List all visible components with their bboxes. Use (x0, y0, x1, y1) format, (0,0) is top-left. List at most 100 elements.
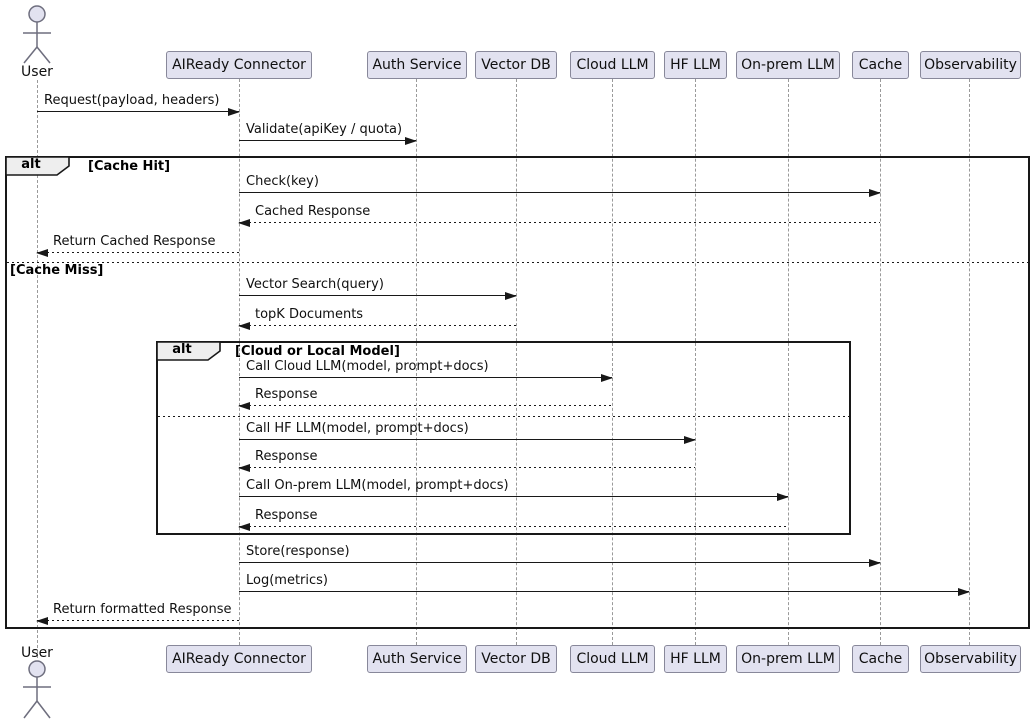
message-label: Vector Search(query) (246, 277, 384, 292)
message-label: topK Documents (255, 307, 364, 322)
user-actor-icon (23, 5, 51, 64)
arrowhead-icon (869, 189, 881, 197)
frame-operator: alt (21, 157, 41, 172)
message-vector-search: Vector Search(query) (239, 277, 517, 300)
message-cached-response: Cached Response (238, 204, 880, 227)
user-actor-label-top: User (21, 64, 53, 80)
lifeline-aiready-connector (239, 79, 240, 645)
arrowhead-icon (228, 108, 240, 116)
arrowhead-icon (238, 219, 250, 227)
lifeline-cache (880, 79, 881, 645)
message-validate: Validate(apiKey / quota) (239, 122, 417, 145)
user-actor-label-bottom: User (21, 645, 53, 661)
participant-observability-top: Observability (920, 51, 1021, 79)
alt-divider (7, 262, 1028, 263)
arrowhead-icon (238, 464, 250, 472)
participant-auth-service-bottom: Auth Service (367, 645, 467, 673)
arrowhead-icon (601, 374, 613, 382)
message-hf-response: Response (238, 449, 695, 472)
lifeline-auth-service (416, 79, 417, 645)
participant-hf-llm-bottom: HF LLM (664, 645, 727, 673)
message-store-response: Store(response) (239, 544, 881, 567)
arrowhead-icon (405, 137, 417, 145)
lifeline-cloud-llm (612, 79, 613, 645)
message-request: Request(payload, headers) (37, 93, 240, 116)
frame-operator: alt (172, 342, 192, 357)
participant-cloud-llm-top: Cloud LLM (570, 51, 655, 79)
lifeline-vector-db (516, 79, 517, 645)
message-line (239, 467, 695, 468)
lifeline-hf-llm (695, 79, 696, 645)
message-label: Check(key) (246, 174, 319, 189)
message-onprem-response: Response (238, 508, 788, 531)
arrowhead-icon (777, 493, 789, 501)
participant-on-prem-llm-bottom: On-prem LLM (736, 645, 840, 673)
message-return-cached-response: Return Cached Response (36, 234, 239, 257)
frame-condition-cache-hit: [Cache Hit] (88, 159, 171, 174)
message-line (239, 325, 516, 326)
message-label: Response (255, 387, 318, 402)
participant-hf-llm-top: HF LLM (664, 51, 727, 79)
message-call-cloud-llm: Call Cloud LLM(model, prompt+docs) (239, 359, 613, 382)
message-line (37, 252, 239, 253)
participant-cache-bottom: Cache (852, 645, 909, 673)
participant-aiready-connector-bottom: AIReady Connector (166, 645, 312, 673)
arrowhead-icon (958, 588, 970, 596)
message-line (239, 562, 880, 563)
message-line (239, 591, 969, 592)
alt-divider (158, 416, 849, 417)
message-call-hf-llm: Call HF LLM(model, prompt+docs) (239, 421, 696, 444)
participant-on-prem-llm-top: On-prem LLM (736, 51, 840, 79)
arrowhead-icon (36, 617, 48, 625)
message-topk-documents: topK Documents (238, 307, 516, 330)
message-line (37, 111, 239, 112)
message-label: Call HF LLM(model, prompt+docs) (246, 421, 469, 436)
message-label: Log(metrics) (246, 573, 328, 588)
message-line (239, 439, 695, 440)
participant-cache-top: Cache (852, 51, 909, 79)
arrowhead-icon (36, 249, 48, 257)
message-line (239, 496, 788, 497)
message-line (239, 526, 788, 527)
message-label: Request(payload, headers) (44, 93, 220, 108)
participant-auth-service-top: Auth Service (367, 51, 467, 79)
message-log-metrics: Log(metrics) (239, 573, 970, 596)
message-label: Return Cached Response (53, 234, 216, 249)
participant-vector-db-bottom: Vector DB (475, 645, 557, 673)
frame-tab-shape (5, 156, 70, 176)
message-label: Store(response) (246, 544, 350, 559)
message-line (239, 192, 880, 193)
message-line (239, 405, 612, 406)
user-actor-icon (23, 660, 51, 719)
arrowhead-icon (238, 523, 250, 531)
message-label: Cached Response (255, 204, 371, 219)
arrowhead-icon (505, 292, 517, 300)
message-label: Validate(apiKey / quota) (246, 122, 403, 137)
alt-frame-cache: alt [Cache Hit] [Cache Miss] (5, 156, 1030, 629)
alt-frame-tab: alt (5, 156, 71, 176)
message-line (239, 295, 516, 296)
participant-observability-bottom: Observability (920, 645, 1021, 673)
alt-frame-model-choice: alt [Cloud or Local Model] (156, 341, 851, 535)
lifeline-observability (969, 79, 970, 645)
message-label: Response (255, 508, 318, 523)
frame-tab-shape (156, 341, 221, 361)
message-label: Call Cloud LLM(model, prompt+docs) (246, 359, 489, 374)
message-call-onprem-llm: Call On-prem LLM(model, prompt+docs) (239, 478, 789, 501)
message-cloud-response: Response (238, 387, 612, 410)
lifeline-on-prem-llm (788, 79, 789, 645)
message-return-formatted-response: Return formatted Response (36, 602, 239, 625)
arrowhead-icon (238, 322, 250, 330)
message-label: Return formatted Response (53, 602, 232, 617)
message-label: Call On-prem LLM(model, prompt+docs) (246, 478, 509, 493)
arrowhead-icon (238, 402, 250, 410)
participant-cloud-llm-bottom: Cloud LLM (570, 645, 655, 673)
arrowhead-icon (869, 559, 881, 567)
message-label: Response (255, 449, 318, 464)
alt-frame-tab: alt (156, 341, 222, 361)
participant-vector-db-top: Vector DB (475, 51, 557, 79)
message-check-key: Check(key) (239, 174, 881, 197)
message-line (37, 620, 239, 621)
lifeline-user (37, 80, 38, 658)
